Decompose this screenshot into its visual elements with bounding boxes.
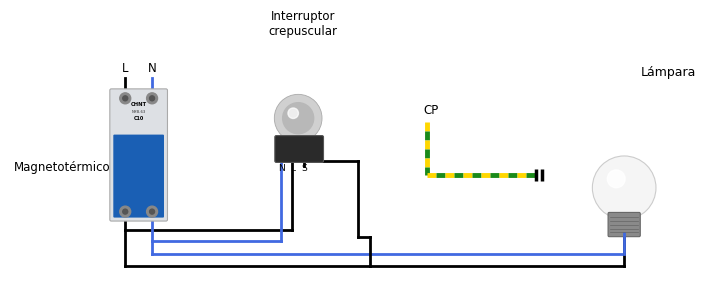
Circle shape [288, 108, 298, 119]
Circle shape [147, 93, 157, 104]
FancyBboxPatch shape [110, 89, 167, 221]
Text: S: S [301, 164, 307, 173]
Circle shape [592, 156, 656, 220]
Circle shape [150, 96, 155, 101]
Circle shape [147, 206, 157, 217]
FancyBboxPatch shape [113, 135, 164, 218]
Text: N: N [147, 62, 157, 75]
Circle shape [123, 209, 128, 214]
Text: Interruptor: Interruptor [271, 10, 335, 23]
Text: Magnetotérmico: Magnetotérmico [14, 161, 111, 174]
Text: L: L [290, 164, 295, 173]
Circle shape [608, 170, 625, 188]
Circle shape [283, 103, 313, 134]
Circle shape [123, 96, 128, 101]
Circle shape [120, 206, 130, 217]
Text: C10: C10 [133, 116, 144, 121]
Text: CHNT: CHNT [130, 102, 147, 107]
Text: crepuscular: crepuscular [269, 25, 337, 38]
Circle shape [120, 93, 130, 104]
Text: Lámpara: Lámpara [641, 66, 696, 79]
Text: NXB-63: NXB-63 [131, 110, 146, 114]
Text: N: N [278, 164, 284, 173]
Circle shape [150, 209, 155, 214]
FancyBboxPatch shape [608, 212, 640, 237]
Circle shape [274, 94, 322, 142]
FancyBboxPatch shape [275, 136, 323, 162]
Text: CP: CP [424, 104, 439, 117]
Text: L: L [122, 62, 128, 75]
